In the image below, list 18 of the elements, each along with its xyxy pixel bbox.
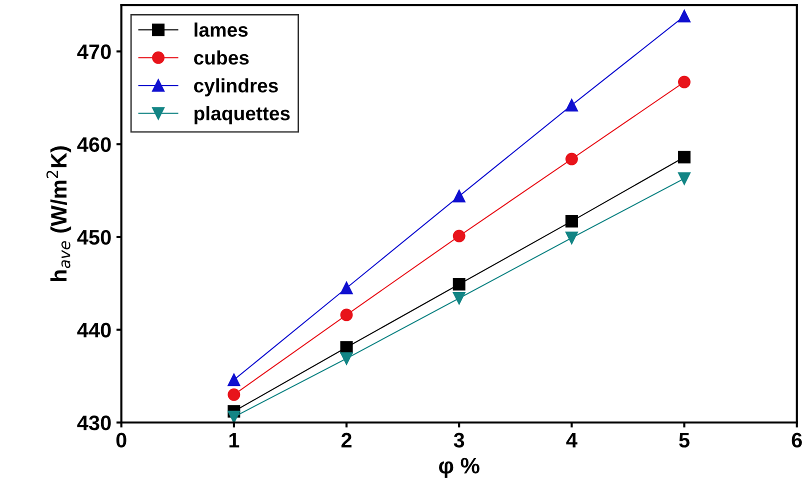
x-tick-label: 4 [566, 433, 578, 448]
y-tick-label: 450 [77, 230, 111, 245]
x-axis-title: φ % [439, 458, 480, 478]
y-tick-label: 440 [77, 322, 111, 338]
legend-label: cylindres [194, 78, 278, 96]
x-tick-label: 5 [679, 433, 690, 448]
legend-label: lames [194, 22, 248, 37]
x-tick-label: 1 [229, 433, 240, 448]
y-tick-label: 430 [77, 416, 111, 430]
y-tick-label: 470 [77, 44, 111, 60]
legend-label: cubes [194, 50, 249, 65]
x-tick-label: 2 [341, 432, 352, 448]
x-tick-label: 0 [116, 432, 126, 448]
x-tick-label: 3 [454, 432, 464, 448]
x-tick-label: 6 [792, 432, 802, 448]
y-axis-title: h$_{ave}$ (W/m$^{2}$K) [46, 146, 72, 281]
y-tick-label: 460 [77, 137, 111, 152]
legend-label: plaquettes [194, 106, 290, 124]
